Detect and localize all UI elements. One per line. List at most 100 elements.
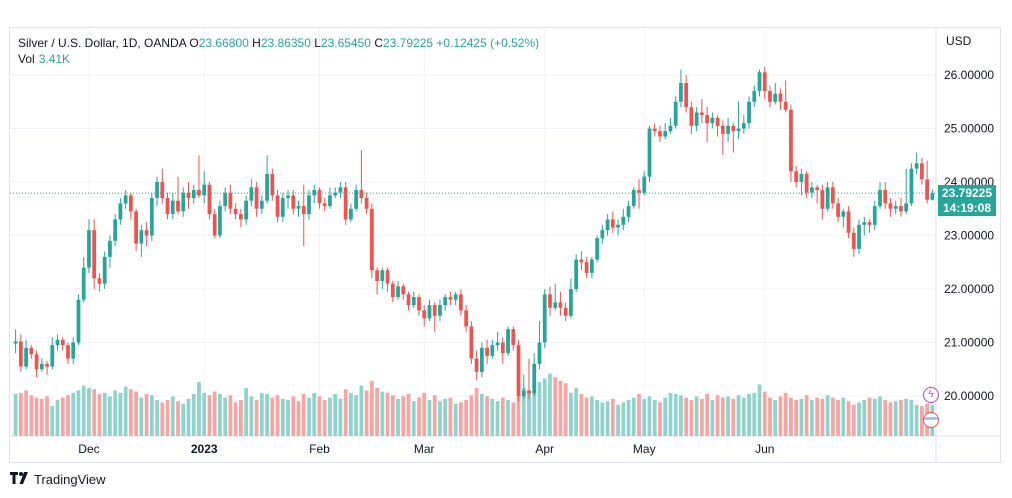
candle-body [579, 259, 584, 263]
volume-bar [24, 390, 28, 436]
candle-body [804, 173, 809, 193]
candle-body [238, 214, 243, 220]
candle-body [857, 224, 861, 249]
candle-body [747, 101, 751, 124]
volume-bar [673, 394, 678, 436]
candle-body [108, 240, 112, 257]
tradingview-logo[interactable]: TradingView [10, 471, 106, 487]
candle-body [328, 195, 332, 207]
candle-body [600, 230, 605, 239]
volume-bar [731, 398, 736, 436]
candle-body [275, 195, 280, 217]
candle-body [244, 200, 249, 220]
candle-body [427, 305, 432, 319]
low-label: L [314, 36, 321, 50]
volume-bar [160, 402, 165, 436]
candle-body [39, 363, 44, 370]
candle-body [768, 91, 772, 102]
volume-bar [663, 397, 668, 436]
currency-label[interactable]: USD [946, 34, 972, 48]
volume-bar [899, 400, 903, 436]
candle-body [155, 182, 159, 199]
volume-bar [438, 401, 442, 436]
candles [13, 66, 935, 402]
candle-body [485, 347, 489, 356]
price-tick-label: 26.00000 [944, 68, 994, 82]
candle-body [92, 230, 97, 279]
candle-body [343, 187, 348, 220]
volume-bar [359, 385, 364, 436]
time-tick-label: May [633, 442, 656, 456]
volume-bar [516, 392, 521, 436]
candle-body [406, 294, 411, 306]
volume-bar [789, 397, 793, 436]
volume-bar [720, 397, 725, 436]
volume-bar [836, 400, 840, 436]
candle-body [752, 91, 757, 102]
price-tick-label: 25.00000 [944, 122, 994, 136]
candle-body [18, 341, 23, 367]
volume-bar [542, 378, 547, 436]
candle-body [673, 101, 678, 126]
volume-bar [401, 396, 406, 436]
price-axis[interactable]: 26.0000025.0000024.0000023.0000022.00000… [944, 68, 994, 403]
tradingview-mark-icon [10, 471, 30, 487]
volume-bar [699, 398, 704, 436]
volume-bar [616, 404, 620, 436]
volume-bar [773, 400, 778, 436]
volume-bar [144, 394, 149, 436]
volume-bar [825, 395, 830, 436]
candle-body [270, 173, 275, 196]
candle-body [741, 123, 746, 129]
volume-bar [238, 400, 243, 436]
time-tick-label: Apr [535, 442, 554, 456]
volume-bar [66, 395, 70, 436]
volume-bar [815, 397, 820, 436]
us-flag-event-icon[interactable] [923, 412, 939, 428]
volume-bar [197, 382, 201, 436]
candle-body [495, 342, 500, 346]
candle-body [191, 190, 196, 199]
symbol-legend: Silver / U.S. Dollar, 1D, OANDA O23.6680… [18, 35, 539, 51]
candle-body [134, 211, 138, 244]
candle-body [815, 187, 820, 191]
candle-body [139, 230, 144, 244]
candle-body [511, 329, 516, 346]
volume-bar [18, 392, 23, 436]
time-tick-label: Jun [755, 442, 774, 456]
candle-body [118, 203, 123, 220]
volume-bar [118, 392, 123, 436]
volume-bar [228, 395, 233, 436]
candle-body [81, 267, 86, 300]
candle-body [736, 128, 741, 132]
candle-body [301, 206, 306, 215]
candle-body [66, 345, 70, 359]
candle-body [443, 297, 448, 306]
candle-body [710, 117, 715, 124]
candle-body [280, 198, 285, 217]
candle-body [364, 198, 369, 209]
candle-body [810, 187, 814, 193]
candle-body [354, 190, 359, 209]
candle-body [401, 286, 406, 295]
candle-body [558, 302, 563, 308]
candle-body [385, 270, 390, 284]
lightning-event-icon[interactable]: ϟ [923, 387, 939, 403]
time-axis[interactable]: Dec 2023 Feb Mar Apr May Jun [78, 442, 774, 456]
volume-bar [679, 395, 683, 436]
volume-bar [920, 406, 924, 436]
volume-bar [76, 390, 81, 436]
candle-body [689, 107, 694, 126]
volume-bar [81, 385, 86, 436]
candle-body [836, 203, 840, 217]
volume-bar [595, 400, 599, 436]
volume-bar [841, 397, 846, 436]
volume-bar [511, 402, 516, 436]
candle-body [87, 230, 91, 268]
volume-bar [369, 380, 374, 436]
volume-bar [343, 389, 348, 436]
volume-bar [97, 394, 102, 436]
time-tick-label: Mar [414, 442, 435, 456]
candle-body [521, 390, 526, 396]
